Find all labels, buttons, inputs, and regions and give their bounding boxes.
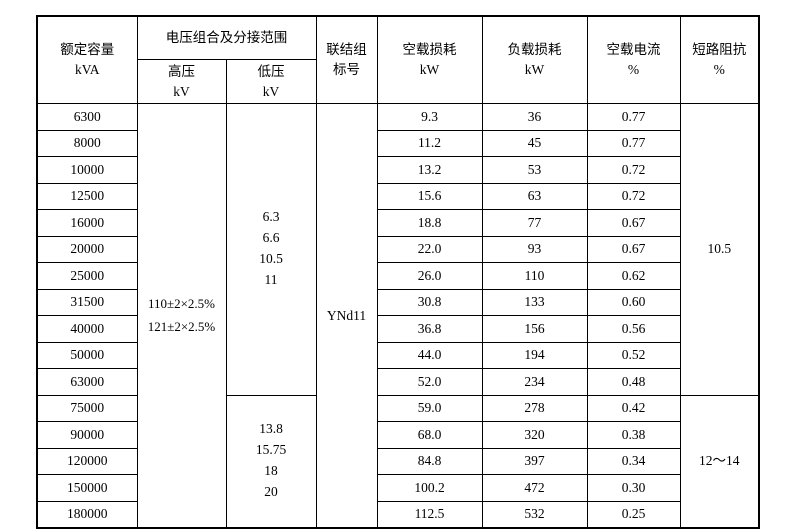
cell-no-load-loss: 84.8 bbox=[376, 447, 483, 475]
cell-load-loss: 77 bbox=[481, 209, 588, 237]
cell-load-loss: 93 bbox=[481, 235, 588, 263]
table-row: 40000 36.8 156 0.56 bbox=[36, 315, 759, 343]
cell-load-loss: 397 bbox=[481, 447, 588, 475]
cell-no-load-loss: 11.2 bbox=[376, 129, 483, 157]
cell-load-loss: 194 bbox=[481, 341, 588, 369]
table-row: 63000 52.0 234 0.48 bbox=[36, 368, 759, 396]
cell-no-load-current: 0.25 bbox=[586, 500, 681, 529]
cell-no-load-loss: 30.8 bbox=[376, 288, 483, 316]
cell-load-loss: 156 bbox=[481, 315, 588, 343]
cell-no-load-current: 0.67 bbox=[586, 209, 681, 237]
cell-no-load-current: 0.56 bbox=[586, 315, 681, 343]
cell-capacity: 150000 bbox=[36, 474, 138, 502]
cell-capacity: 90000 bbox=[36, 421, 138, 449]
cell-no-load-loss: 44.0 bbox=[376, 341, 483, 369]
cell-load-loss: 36 bbox=[481, 103, 588, 131]
cell-capacity: 20000 bbox=[36, 235, 138, 263]
cell-no-load-current: 0.77 bbox=[586, 103, 681, 131]
header-load-loss: 负载损耗 kW bbox=[481, 15, 588, 104]
cell-load-loss: 320 bbox=[481, 421, 588, 449]
cell-no-load-current: 0.34 bbox=[586, 447, 681, 475]
cell-load-loss: 110 bbox=[481, 262, 588, 290]
table-row: 120000 84.8 397 0.34 bbox=[36, 447, 759, 475]
cell-high-voltage: 110±2×2.5% 121±2×2.5% bbox=[136, 103, 227, 529]
cell-no-load-loss: 22.0 bbox=[376, 235, 483, 263]
cell-no-load-loss: 26.0 bbox=[376, 262, 483, 290]
cell-no-load-loss: 36.8 bbox=[376, 315, 483, 343]
cell-load-loss: 63 bbox=[481, 182, 588, 210]
cell-no-load-loss: 112.5 bbox=[376, 500, 483, 529]
header-low-voltage: 低压 kV bbox=[225, 59, 317, 104]
cell-capacity: 63000 bbox=[36, 368, 138, 396]
cell-no-load-current: 0.38 bbox=[586, 421, 681, 449]
table-row: 31500 30.8 133 0.60 bbox=[36, 288, 759, 316]
header-high-voltage: 高压 kV bbox=[136, 59, 227, 104]
cell-load-loss: 278 bbox=[481, 394, 588, 422]
cell-no-load-loss: 100.2 bbox=[376, 474, 483, 502]
cell-no-load-loss: 52.0 bbox=[376, 368, 483, 396]
table-row: 12500 15.6 63 0.72 bbox=[36, 182, 759, 210]
cell-low-voltage-group-2: 13.8 15.75 18 20 bbox=[225, 394, 317, 529]
cell-capacity: 12500 bbox=[36, 182, 138, 210]
table-row: 6300 110±2×2.5% 121±2×2.5% 6.3 6.6 10.5 11 YNd1… bbox=[36, 103, 760, 529]
cell-no-load-current: 0.72 bbox=[586, 156, 681, 184]
table-row: 20000 22.0 93 0.67 bbox=[36, 235, 759, 263]
cell-load-loss: 133 bbox=[481, 288, 588, 316]
cell-capacity: 180000 bbox=[36, 500, 138, 529]
header-no-load-loss: 空载损耗 kW bbox=[376, 15, 483, 104]
cell-no-load-current: 0.62 bbox=[586, 262, 681, 290]
cell-load-loss: 532 bbox=[481, 500, 588, 529]
cell-capacity: 120000 bbox=[36, 447, 138, 475]
header-impedance: 短路阻抗% bbox=[679, 15, 760, 104]
cell-no-load-loss: 13.2 bbox=[376, 156, 483, 184]
cell-capacity: 40000 bbox=[36, 315, 138, 343]
table-row: 150000 100.2 472 0.30 bbox=[36, 474, 759, 502]
table-row: 90000 68.0 320 0.38 bbox=[36, 421, 759, 449]
header-capacity: 额定容量 kVA bbox=[36, 15, 138, 104]
table-row: 10000 13.2 53 0.72 bbox=[36, 156, 759, 184]
cell-load-loss: 45 bbox=[481, 129, 588, 157]
table-row: 16000 18.8 77 0.67 bbox=[36, 209, 759, 237]
cell-no-load-loss: 9.3 bbox=[376, 103, 483, 131]
cell-capacity: 6300 bbox=[36, 103, 138, 131]
cell-capacity: 75000 bbox=[36, 394, 138, 422]
table-row: 50000 44.0 194 0.52 bbox=[36, 341, 759, 369]
cell-impedance-group-1: 10.5 bbox=[679, 103, 760, 396]
header-no-load-current: 空载电流% bbox=[586, 15, 681, 104]
cell-load-loss: 472 bbox=[481, 474, 588, 502]
table-header-row-2: 高压 kV 低压 kV bbox=[37, 59, 759, 104]
cell-capacity: 50000 bbox=[36, 341, 138, 369]
cell-low-voltage-group-1: 6.3 6.6 10.5 11 bbox=[225, 103, 317, 396]
cell-no-load-current: 0.77 bbox=[586, 129, 681, 157]
cell-no-load-current: 0.52 bbox=[586, 341, 681, 369]
cell-no-load-current: 0.30 bbox=[586, 474, 681, 502]
table-row: 75000 13.8 15.75 18 20 59.0 278 0.42 12～14 bbox=[36, 394, 760, 529]
cell-no-load-current: 0.42 bbox=[586, 394, 681, 422]
table-row: 8000 11.2 45 0.77 bbox=[36, 129, 759, 157]
header-voltage-group: 电压组合及分接范围 bbox=[136, 15, 317, 61]
cell-connection: YNd11 bbox=[315, 103, 378, 529]
cell-no-load-loss: 59.0 bbox=[376, 394, 483, 422]
cell-load-loss: 234 bbox=[481, 368, 588, 396]
cell-capacity: 16000 bbox=[36, 209, 138, 237]
cell-capacity: 31500 bbox=[36, 288, 138, 316]
cell-no-load-current: 0.60 bbox=[586, 288, 681, 316]
cell-no-load-current: 0.48 bbox=[586, 368, 681, 396]
table-header-row-1: 额定容量 kVA 电压组合及分接范围 联结组 标号 空载损耗 kW 负载损耗 kW 空载电流% 短路… bbox=[36, 15, 760, 104]
cell-no-load-loss: 18.8 bbox=[376, 209, 483, 237]
cell-capacity: 8000 bbox=[36, 129, 138, 157]
cell-no-load-loss: 15.6 bbox=[376, 182, 483, 210]
cell-capacity: 25000 bbox=[36, 262, 138, 290]
transformer-spec-table: 额定容量 kVA 电压组合及分接范围 联结组 标号 空载损耗 kW 负载损耗 kW 空载电流% 短路… bbox=[36, 15, 760, 529]
header-connection: 联结组 标号 bbox=[315, 15, 378, 104]
cell-no-load-current: 0.72 bbox=[586, 182, 681, 210]
cell-no-load-loss: 68.0 bbox=[376, 421, 483, 449]
cell-no-load-current: 0.67 bbox=[586, 235, 681, 263]
cell-load-loss: 53 bbox=[481, 156, 588, 184]
cell-capacity: 10000 bbox=[36, 156, 138, 184]
cell-impedance-group-2: 12～14 bbox=[679, 394, 760, 529]
